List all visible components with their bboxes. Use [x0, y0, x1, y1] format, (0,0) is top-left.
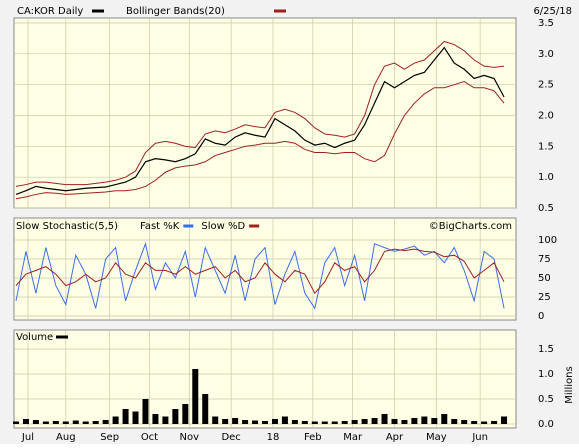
x-tick-label: Dec	[221, 432, 240, 443]
volume-bar	[202, 394, 209, 424]
volume-bar	[122, 409, 129, 424]
volume-bar	[262, 421, 268, 424]
y-tick-label: 3.0	[538, 49, 554, 60]
legend-label: Bollinger Bands(20)	[126, 6, 225, 17]
volume-bar	[461, 420, 468, 424]
volume-bar	[102, 420, 109, 424]
volume-bar	[132, 411, 139, 424]
panel	[13, 329, 517, 429]
x-tick-label: Nov	[180, 432, 200, 443]
volume-bar	[32, 420, 39, 424]
y-tick-label: 25	[538, 292, 551, 303]
volume-bar	[52, 421, 59, 424]
bollinger-upper	[15, 40, 505, 187]
panel-title: Slow Stochastic(5,5)	[16, 221, 118, 232]
series-line	[15, 248, 505, 295]
volume-bar	[501, 416, 508, 424]
volume-bar	[112, 416, 119, 424]
volume-bar	[371, 418, 378, 424]
volume-bar	[441, 414, 448, 424]
series-line	[15, 242, 505, 310]
volume-bar	[411, 418, 418, 424]
y-tick-label: 3.5	[538, 18, 554, 29]
x-tick-label: Sep	[100, 432, 119, 443]
volume-bar	[142, 399, 149, 424]
volume-bar	[491, 421, 498, 424]
volume-bar	[291, 420, 298, 424]
volume-bar	[471, 421, 478, 424]
x-tick-label: May	[426, 432, 447, 443]
volume-bar	[271, 419, 278, 424]
legend-label: Slow %D	[201, 221, 245, 232]
y-tick-label: 2.0	[538, 111, 554, 122]
y-tick-label: 2.5	[538, 80, 554, 91]
y-tick-label: 1.5	[538, 141, 554, 152]
volume-bar	[311, 421, 318, 424]
y-tick-label: 75	[538, 254, 551, 265]
date-label: 6/25/18	[533, 6, 572, 17]
volume-bar	[331, 421, 338, 424]
volume-bar	[341, 421, 348, 424]
y-tick-label: 50	[538, 273, 551, 284]
x-tick-label: Mar	[343, 432, 363, 443]
credit: ©BigCharts.com	[429, 221, 512, 232]
panel-title: Volume	[16, 332, 53, 343]
volume-bar	[281, 416, 288, 424]
y-tick-label: 0.0	[538, 419, 554, 430]
volume-bar	[252, 420, 259, 424]
x-tick-label: Apr	[386, 432, 404, 443]
price-line	[15, 46, 505, 195]
bollinger-lower	[15, 81, 505, 200]
volume-bar	[431, 418, 438, 424]
x-tick-label: 18	[267, 432, 280, 443]
volume-bar	[192, 369, 199, 424]
volume-bar	[451, 419, 458, 424]
legend-label: CA:KOR Daily	[17, 6, 83, 17]
volume-bar	[72, 420, 79, 424]
volume-bar	[421, 416, 428, 424]
volume-bar	[182, 404, 189, 424]
y-tick-label: 1.0	[538, 369, 554, 380]
volume-bar	[22, 419, 29, 424]
x-tick-label: Oct	[141, 432, 158, 443]
volume-bar	[381, 414, 388, 424]
volume-bar	[242, 420, 249, 424]
volume-bar	[391, 419, 398, 424]
volume-bar	[481, 421, 488, 424]
axis-label: Millions	[564, 366, 575, 403]
volume-bar	[301, 421, 308, 424]
volume-bar	[172, 409, 179, 424]
legend-label: Fast %K	[140, 221, 180, 232]
x-tick-label: Jul	[21, 432, 34, 443]
volume-bar	[13, 421, 19, 424]
volume-bar	[82, 421, 89, 424]
x-tick-label: Aug	[56, 432, 76, 443]
panel	[13, 217, 517, 321]
volume-bar	[401, 420, 408, 424]
y-tick-label: 100	[538, 235, 557, 246]
volume-bar	[321, 421, 328, 424]
volume-bar	[42, 421, 49, 424]
panel	[13, 17, 517, 209]
y-tick-label: 0.5	[538, 203, 554, 214]
x-tick-label: Feb	[304, 432, 322, 443]
volume-bar	[361, 419, 368, 424]
volume-bar	[212, 416, 219, 424]
volume-bar	[62, 421, 69, 424]
volume-bar	[152, 414, 159, 424]
volume-bar	[162, 416, 169, 424]
y-tick-label: 0	[538, 311, 544, 322]
y-tick-label: 1.5	[538, 344, 554, 355]
volume-bar	[232, 418, 239, 424]
x-tick-label: Jun	[471, 432, 488, 443]
volume-bar	[92, 421, 99, 424]
volume-bar	[351, 420, 358, 424]
y-tick-label: 1.0	[538, 172, 554, 183]
y-tick-label: 0.5	[538, 394, 554, 405]
volume-bar	[222, 419, 229, 424]
